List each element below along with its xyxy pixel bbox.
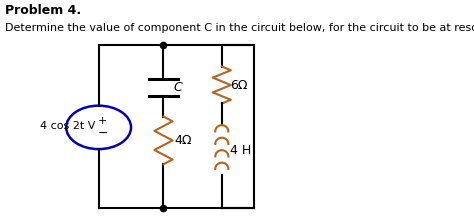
Text: Problem 4.: Problem 4. — [5, 4, 81, 16]
Text: C: C — [173, 81, 182, 94]
Text: 6Ω: 6Ω — [230, 79, 247, 92]
Text: 4 H: 4 H — [230, 144, 251, 157]
Text: 4 cos 2t V: 4 cos 2t V — [40, 121, 95, 131]
Text: −: − — [97, 127, 108, 140]
Text: +: + — [98, 116, 107, 126]
Text: 4Ω: 4Ω — [175, 134, 192, 147]
Text: Determine the value of component C in the circuit below, for the circuit to be a: Determine the value of component C in th… — [5, 23, 474, 33]
